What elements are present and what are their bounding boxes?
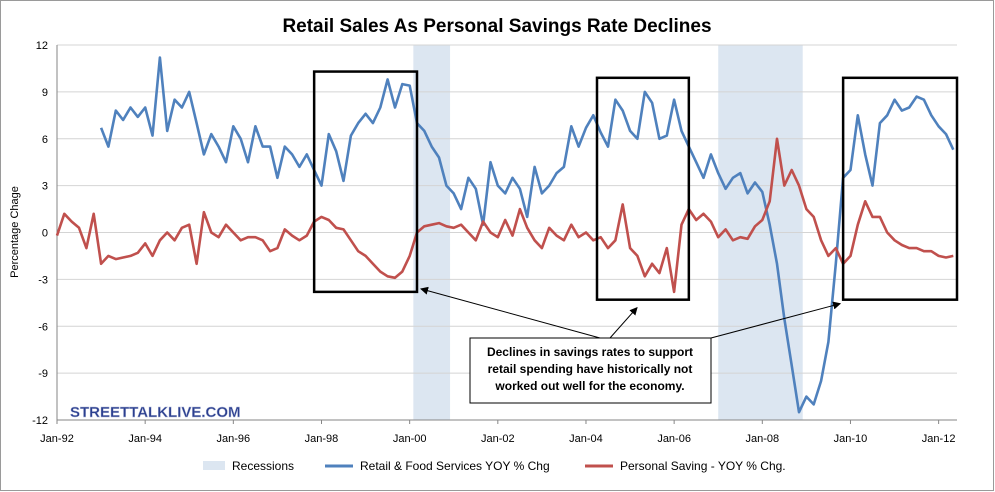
y-tick-label: 12: [36, 40, 48, 52]
gridlines: [57, 44, 957, 421]
highlight-boxes: [312, 70, 959, 301]
highlight-box-1: [312, 70, 419, 294]
retail-sales-line: [99, 56, 955, 414]
highlight-box-3: [841, 76, 959, 301]
x-tick-label: Jan-12: [922, 433, 956, 445]
y-tick-label: 9: [42, 87, 48, 99]
y-tick-label: 3: [42, 181, 48, 193]
y-tick-label: -3: [38, 274, 48, 286]
y-tick-label: 6: [42, 134, 48, 146]
x-tick-label: Jan-10: [834, 433, 868, 445]
x-tick-label: Jan-06: [657, 433, 691, 445]
annotation-arrow-2: [609, 306, 638, 339]
annotation-line-1: Declines in savings rates to support: [487, 345, 693, 359]
personal-saving-line: [55, 137, 954, 294]
x-tick-label: Jan-02: [481, 433, 515, 445]
annotation-callout: Declines in savings rates to support ret…: [469, 337, 712, 404]
legend-retail-label: Retail & Food Services YOY % Chg: [360, 459, 550, 473]
x-tick-label: Jan-92: [40, 433, 74, 445]
y-axis-label: Percentage Chage: [9, 186, 21, 278]
series-lines: [55, 56, 955, 414]
annotation-arrow-3: [710, 301, 842, 339]
annotation-box: [469, 337, 712, 404]
annotation-arrows: [420, 286, 842, 339]
x-tick-label: Jan-96: [217, 433, 251, 445]
x-tick-label: Jan-00: [393, 433, 427, 445]
y-tick-label: -12: [32, 415, 48, 427]
y-tick-label: 0: [42, 228, 48, 240]
y-tick-label: -9: [38, 368, 48, 380]
chart-title: Retail Sales As Personal Savings Rate De…: [282, 16, 711, 37]
legend: Recessions Retail & Food Services YOY % …: [203, 459, 786, 473]
x-tick-label: Jan-94: [128, 433, 162, 445]
x-tick-label: Jan-08: [745, 433, 779, 445]
legend-saving-label: Personal Saving - YOY % Chg.: [620, 459, 786, 473]
legend-recessions-label: Recessions: [232, 459, 294, 473]
highlight-box-2: [595, 76, 691, 301]
watermark-text: STREETTALKLIVE.COM: [70, 404, 241, 421]
annotation-line-2: retail spending have historically not: [488, 362, 693, 376]
y-tick-label: -6: [38, 321, 48, 333]
x-tick-label: Jan-98: [305, 433, 339, 445]
annotation-line-3: worked out well for the economy.: [494, 379, 684, 393]
annotation-arrow-1: [420, 286, 601, 339]
axes: 12 9 6 3 0 -3 -6 -9 -12 Jan-92 Jan-94 Jan-96 Jan-98 J…: [32, 40, 957, 445]
legend-recessions-swatch: [203, 461, 225, 470]
x-tick-label: Jan-04: [569, 433, 603, 445]
